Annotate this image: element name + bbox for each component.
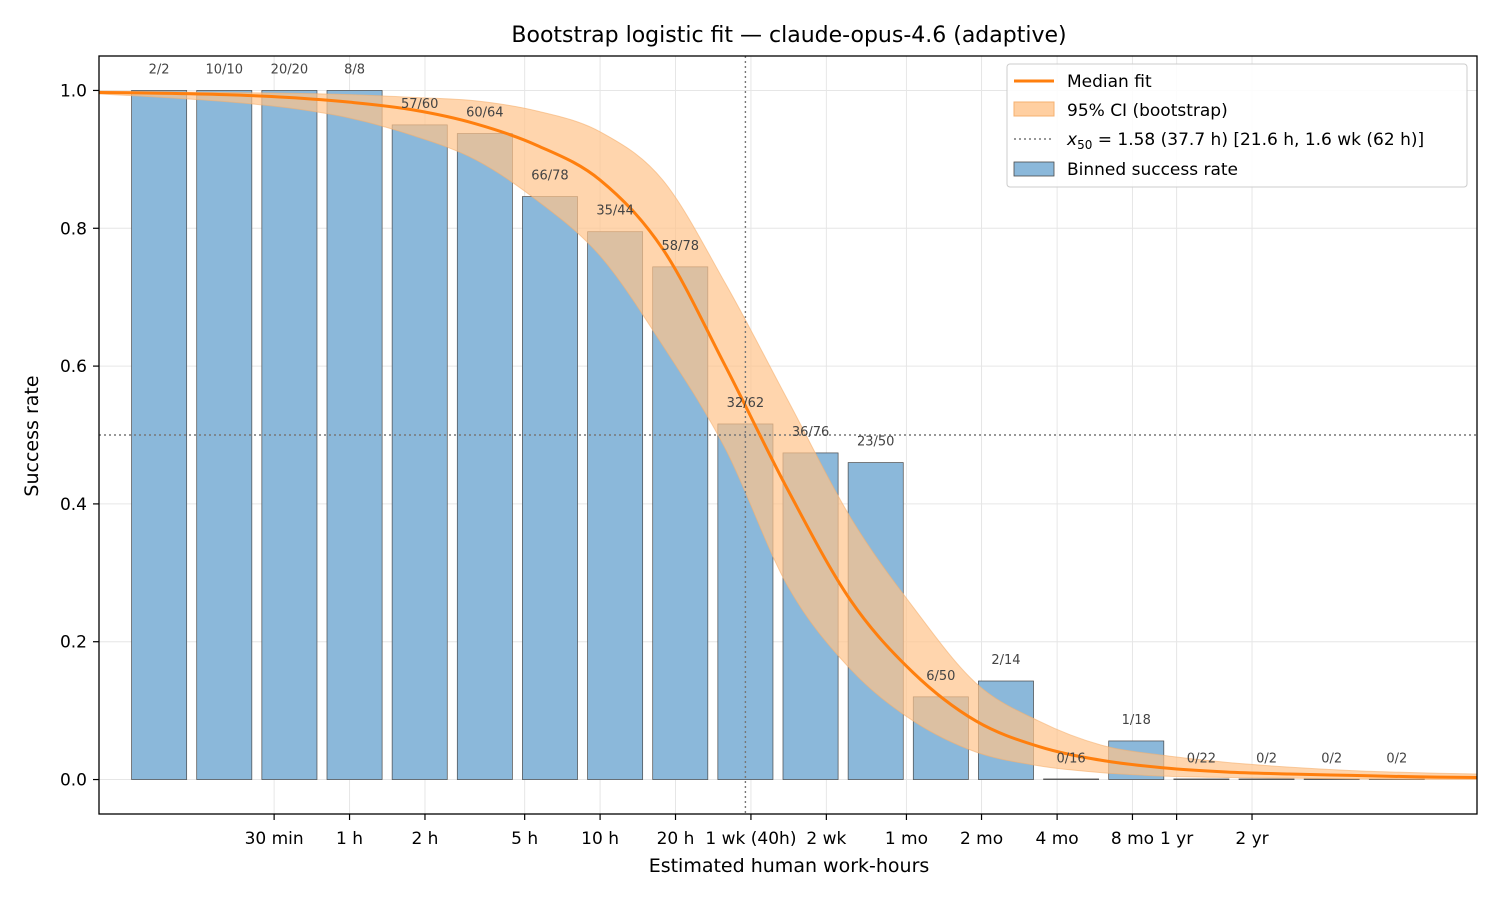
- bar-count-label: 35/44: [596, 204, 633, 219]
- legend-box: [1006, 63, 1468, 188]
- legend-x50-subscript: 50: [1077, 138, 1092, 152]
- chart-title: Bootstrap logistic fit — claude-opus-4.6…: [511, 23, 1066, 48]
- ci-band: [98, 90, 1478, 780]
- x-tick-label: 1 h: [336, 829, 363, 849]
- y-tick-label: 0.8: [60, 219, 87, 239]
- y-tick-label: 0.2: [60, 633, 87, 653]
- bar: [456, 133, 513, 780]
- bar-count-label: 60/64: [466, 106, 503, 121]
- x-tick-label: 30 min: [245, 829, 304, 849]
- x-tick-label: 1 yr: [1160, 829, 1193, 849]
- bar: [1173, 778, 1230, 780]
- bar-count-label: 0/16: [1057, 752, 1086, 767]
- x-tick-label: 5 h: [511, 829, 538, 849]
- legend-ci-swatch: [1013, 101, 1055, 117]
- legend-ci-label: 95% CI (bootstrap): [1067, 101, 1228, 121]
- bar: [522, 196, 578, 780]
- legend-x50-label: x50 = 1.58 (37.7 h) [21.6 h, 1.6 wk (62 …: [1066, 130, 1424, 152]
- bar-count-labels: 2/2 10/10 20/20 8/8 57/60 60/64 66/78 35/44 58/7…: [149, 62, 1408, 766]
- axes: 0.0 0.2 0.4 0.6 0.8 1.0 30 min 1 h 2 h 5 h 10 h 20 …: [60, 81, 1269, 849]
- legend-x50-symbol: x: [1066, 130, 1078, 150]
- bar: [587, 231, 644, 780]
- y-tick-label: 0.0: [60, 771, 87, 791]
- bar-count-label: 36/76: [792, 425, 829, 440]
- y-tick-label: 0.6: [60, 357, 87, 377]
- x-tick-label: 2 wk: [806, 829, 846, 849]
- x-tick-label: 1 mo: [885, 829, 928, 849]
- x-tick-label: 10 h: [581, 829, 619, 849]
- plot-frame: [98, 55, 1478, 815]
- bar-count-label: 1/18: [1122, 713, 1151, 728]
- bar-count-label: 2/14: [991, 653, 1020, 668]
- y-tick-label: 0.4: [60, 495, 87, 515]
- legend-median-label: Median fit: [1067, 72, 1152, 92]
- x-tick-label: 8 mo: [1111, 829, 1154, 849]
- bar-count-label: 8/8: [344, 62, 365, 77]
- bar-count-label: 20/20: [271, 62, 308, 77]
- bar-count-label: 0/2: [1321, 752, 1342, 767]
- bar-count-label: 2/2: [149, 62, 170, 77]
- bar: [391, 124, 448, 780]
- bar: [1043, 778, 1100, 780]
- bar-count-label: 6/50: [926, 669, 955, 684]
- x-tick-label: 2 yr: [1235, 829, 1268, 849]
- fit-line-group: [98, 91, 1478, 779]
- x-tick-label: 20 h: [657, 829, 695, 849]
- bar-count-label: 23/50: [857, 435, 894, 450]
- x-tick-label: 2 mo: [960, 829, 1003, 849]
- y-tick-label: 1.0: [60, 81, 87, 101]
- legend-bar-label: Binned success rate: [1067, 160, 1238, 180]
- legend-bar-swatch: [1013, 161, 1055, 177]
- x-tick-label: 4 mo: [1036, 829, 1079, 849]
- y-axis-label: Success rate: [21, 375, 43, 496]
- ci-band-group: [98, 90, 1478, 780]
- bar: [1238, 778, 1295, 780]
- x-tick-label: 2 h: [411, 829, 438, 849]
- legend: Median fit 95% CI (bootstrap) x50 = 1.58…: [1006, 63, 1468, 188]
- bar-count-label: 58/78: [662, 239, 699, 254]
- bar-count-label: 32/62: [727, 396, 764, 411]
- bar-count-label: 57/60: [401, 97, 438, 112]
- x-tick-label: 1 wk (40h): [705, 829, 796, 849]
- bar-count-label: 66/78: [531, 169, 568, 184]
- reference-lines: [99, 56, 1477, 814]
- x-axis-label: Estimated human work-hours: [649, 855, 930, 877]
- median-fit-line: [98, 91, 1478, 779]
- bar-count-label: 0/22: [1187, 752, 1216, 767]
- bar-count-label: 10/10: [206, 62, 243, 77]
- bar-count-label: 0/2: [1256, 752, 1277, 767]
- legend-x50-value: = 1.58 (37.7 h) [21.6 h, 1.6 wk (62 h)]: [1092, 130, 1424, 150]
- bar-count-label: 0/2: [1386, 752, 1407, 767]
